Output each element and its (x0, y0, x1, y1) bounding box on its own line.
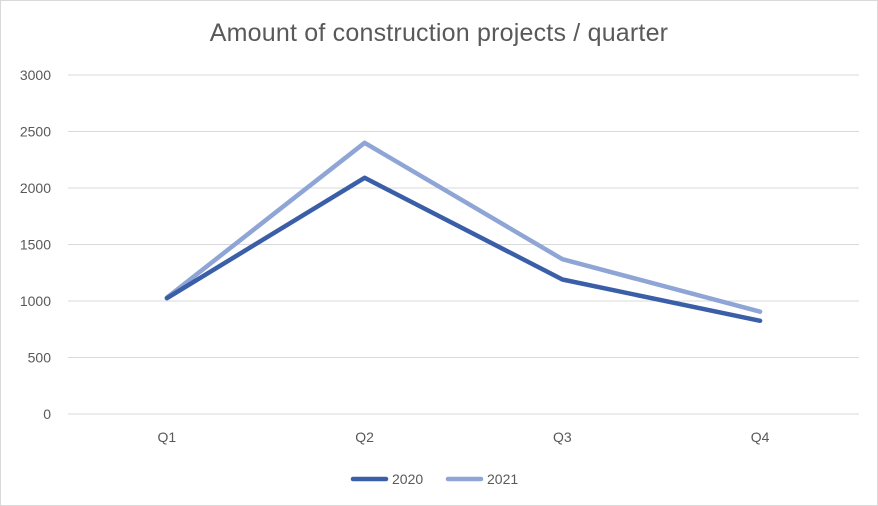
legend-label-2020: 2020 (392, 471, 423, 487)
y-tick-label: 0 (43, 406, 51, 422)
series-line-2021 (164, 140, 763, 314)
series-lines (164, 140, 763, 324)
y-tick-label: 1500 (20, 237, 51, 253)
y-axis-ticks: 0 500 1000 1500 2000 2500 3000 (20, 67, 51, 422)
legend: 2020 2021 (350, 471, 518, 487)
y-tick-label: 500 (28, 350, 52, 366)
x-axis-ticks: Q1 Q2 Q3 Q4 (158, 429, 770, 445)
x-tick-label: Q4 (751, 429, 770, 445)
x-tick-label: Q2 (355, 429, 374, 445)
x-tick-label: Q3 (553, 429, 572, 445)
y-tick-label: 2500 (20, 124, 51, 140)
gridlines (68, 74, 859, 415)
y-tick-label: 3000 (20, 67, 51, 83)
y-tick-label: 2000 (20, 180, 51, 196)
chart-title: Amount of construction projects / quarte… (209, 19, 669, 47)
y-tick-label: 1000 (20, 293, 51, 309)
series-line-2020 (164, 175, 763, 324)
legend-label-2021: 2021 (487, 471, 518, 487)
x-tick-label: Q1 (158, 429, 177, 445)
